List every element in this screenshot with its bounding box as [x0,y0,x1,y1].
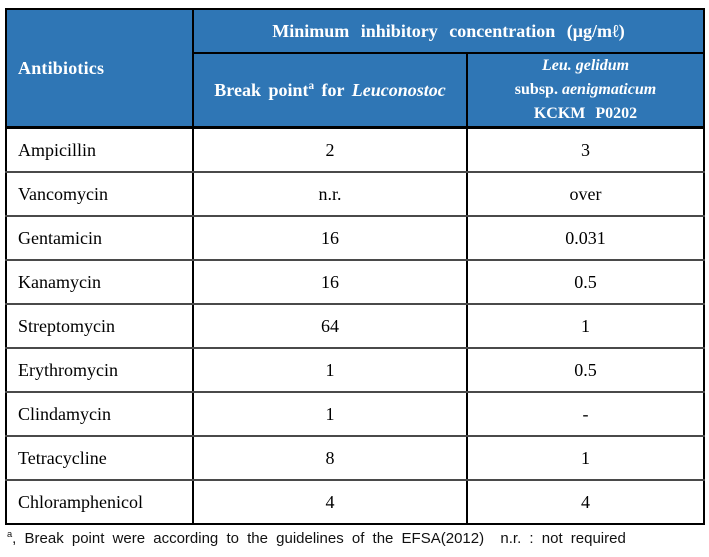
breakpoint-label: Break point [214,79,309,100]
mic-value-cell: 3 [466,126,705,173]
table-row: Tetracycline 8 1 [5,435,705,481]
table-row: Clindamycin 1 - [5,391,705,437]
table-header: Antibiotics Minimum inhibitory concentra… [5,8,705,129]
table-row: Streptomycin 64 1 [5,303,705,349]
antibiotics-column-header: Antibiotics [5,8,194,129]
breakpoint-value-cell: 1 [192,347,468,393]
table-body: Ampicillin 2 3 Vancomycin n.r. over Gent… [5,126,705,525]
breakpoint-footnote-marker: a [308,79,315,92]
table-row: Gentamicin 16 0.031 [5,215,705,261]
antibiotic-name-cell: Chloramphenicol [5,479,194,525]
strain-line3: KCKM P0202 [533,105,638,122]
mic-value-cell: over [466,171,705,217]
header-row-top: Antibiotics Minimum inhibitory concentra… [5,8,705,129]
antibiotic-name-cell: Tetracycline [5,435,194,481]
mic-title-header: Minimum inhibitory concentration (μg/mℓ) [192,8,705,54]
breakpoint-value-cell: n.r. [192,171,468,217]
strain-line2: subsp. aenigmaticum [514,81,657,98]
mic-value-cell: 1 [466,303,705,349]
strain-line1: Leu. gelidum [541,57,630,74]
footnote: a, Break point were according to the gui… [7,529,705,547]
antibiotic-name-cell: Ampicillin [5,126,194,173]
footnote-marker: a [7,529,13,539]
breakpoint-value-cell: 16 [192,259,468,305]
antibiotic-name-cell: Streptomycin [5,303,194,349]
antibiotic-name-cell: Kanamycin [5,259,194,305]
mic-value-cell: 4 [466,479,705,525]
table-row: Ampicillin 2 3 [5,126,705,173]
breakpoint-value-cell: 16 [192,215,468,261]
breakpoint-value-cell: 2 [192,126,468,173]
breakpoint-value-cell: 4 [192,479,468,525]
antibiotic-name-cell: Vancomycin [5,171,194,217]
table-row: Kanamycin 16 0.5 [5,259,705,305]
table-row: Vancomycin n.r. over [5,171,705,217]
table-row: Chloramphenicol 4 4 [5,479,705,525]
antibiotic-name-cell: Erythromycin [5,347,194,393]
mic-value-cell: 0.031 [466,215,705,261]
breakpoint-column-header: Break pointa for Leuconostoc [192,52,468,129]
antibiotic-name-cell: Clindamycin [5,391,194,437]
breakpoint-value-cell: 8 [192,435,468,481]
mic-value-cell: 0.5 [466,347,705,393]
mic-table: Antibiotics Minimum inhibitory concentra… [5,8,705,525]
breakpoint-value-cell: 1 [192,391,468,437]
mic-value-cell: 0.5 [466,259,705,305]
breakpoint-mid-label: for [321,79,345,100]
breakpoint-species-label: Leuconostoc [351,79,446,100]
mic-value-cell: - [466,391,705,437]
breakpoint-value-cell: 64 [192,303,468,349]
header-row-sub: Break pointa for Leuconostoc Leu. gelidu… [6,52,705,129]
mic-value-cell: 1 [466,435,705,481]
table-row: Erythromycin 1 0.5 [5,347,705,393]
footnote-text: , Break point were according to the guid… [12,530,626,547]
antibiotic-name-cell: Gentamicin [5,215,194,261]
strain-column-header: Leu. gelidum subsp. aenigmaticum KCKM P0… [466,52,705,129]
